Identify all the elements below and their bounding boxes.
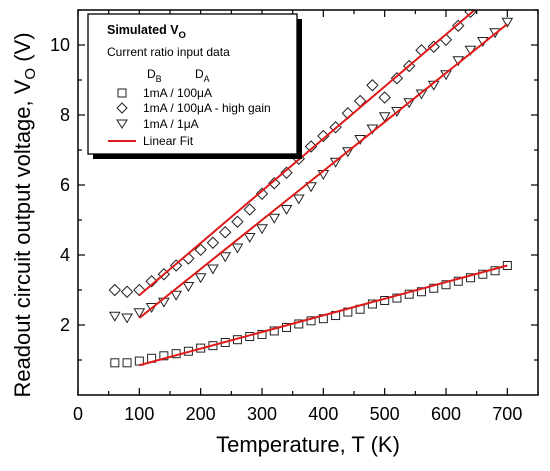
- data-point-diamond: [231, 215, 244, 228]
- svg-text:Readout circuit output voltage: Readout circuit output voltage, VO (V): [10, 32, 39, 397]
- data-point-diamond: [317, 129, 330, 143]
- y-axis-title-unit: (V): [10, 32, 35, 67]
- data-point-triangle: [378, 112, 391, 123]
- data-point-triangle: [133, 308, 146, 319]
- data-point-square: [269, 326, 279, 336]
- data-point-diamond: [206, 236, 220, 249]
- legend-title-sub: O: [179, 30, 186, 41]
- data-point-diamond: [439, 33, 453, 46]
- data-point-diamond: [378, 91, 391, 104]
- data-point-triangle: [280, 205, 293, 215]
- x-tick-label: 600: [431, 404, 461, 424]
- data-point-diamond: [268, 177, 281, 190]
- data-point-diamond: [243, 203, 256, 216]
- data-point-triangle: [501, 17, 514, 28]
- data-point-diamond: [194, 243, 207, 256]
- legend-marker-diamond: [116, 102, 128, 114]
- legend-box: [87, 13, 298, 155]
- data-point-diamond: [255, 187, 269, 200]
- y-tick-label: 4: [60, 245, 70, 265]
- svg-text:Simulated VO: Simulated VO: [107, 23, 186, 41]
- data-point-triangle: [231, 243, 244, 254]
- data-point-diamond: [280, 166, 293, 179]
- y-tick-label: 6: [60, 175, 70, 195]
- data-point-square: [429, 283, 439, 293]
- x-tick-label: 700: [492, 404, 522, 424]
- legend-marker-triangle: [116, 119, 128, 129]
- data-point-square: [257, 329, 267, 339]
- legend-entry-2: 1mA / 100μA - high gain: [143, 101, 271, 115]
- data-point-square: [159, 351, 169, 361]
- data-point-triangle: [268, 213, 281, 224]
- data-point-square: [466, 273, 476, 283]
- x-tick-label: 500: [370, 404, 400, 424]
- legend-title: Simulated V: [107, 23, 179, 37]
- data-point-diamond: [218, 226, 232, 239]
- data-point-square: [392, 293, 402, 303]
- data-point-diamond: [452, 19, 465, 32]
- data-point-triangle: [108, 311, 121, 322]
- plot-marks: [108, 10, 514, 368]
- legend-subtitle: Current ratio input data: [107, 45, 230, 59]
- legend-col-a: D: [195, 67, 204, 81]
- data-point-diamond: [133, 283, 146, 297]
- y-tick-label: 8: [60, 105, 70, 125]
- data-point-triangle: [243, 233, 256, 243]
- x-tick-label: 200: [186, 404, 216, 424]
- linear-fit-line: [139, 264, 508, 367]
- plot-area: [108, 10, 514, 368]
- legend-entry-1: 1mA / 100μA: [143, 86, 212, 100]
- y-axis-title-sub: O: [22, 68, 39, 80]
- data-point-triangle: [219, 252, 232, 263]
- data-point-diamond: [120, 285, 134, 298]
- linear-fit-line: [138, 10, 477, 297]
- data-point-diamond: [304, 140, 318, 153]
- legend-entry-4: Linear Fit: [143, 134, 194, 148]
- data-point-square: [441, 280, 451, 290]
- legend-col-b-sub: B: [156, 74, 162, 84]
- svg-text:DA: DA: [195, 67, 210, 84]
- legend-col-a-sub: A: [204, 74, 210, 84]
- legend-entry-3: 1mA / 1μA: [143, 117, 199, 131]
- data-point-triangle: [194, 273, 207, 284]
- x-tick-label: 300: [247, 404, 277, 424]
- axes: 0 100 200 300 400 500 600 700 2 4 6 8 10: [50, 9, 539, 424]
- data-point-diamond: [108, 283, 122, 297]
- data-point-triangle: [121, 313, 133, 324]
- x-tick-label: 400: [308, 404, 338, 424]
- plot-frame: [77, 9, 539, 396]
- legend: Simulated VO Current ratio input data DB…: [87, 13, 302, 159]
- data-point-triangle: [305, 182, 317, 193]
- y-tick-label: 10: [50, 35, 70, 55]
- data-point-triangle: [182, 282, 195, 292]
- data-point-diamond: [390, 72, 404, 85]
- data-point-diamond: [145, 275, 158, 288]
- x-tick-label: 100: [124, 404, 154, 424]
- legend-marker-square: [117, 88, 127, 98]
- data-point-diamond: [427, 40, 440, 53]
- linear-fit-line: [138, 23, 508, 319]
- legend-col-b: D: [147, 67, 156, 81]
- data-point-square: [110, 358, 120, 368]
- svg-text:DB: DB: [147, 67, 162, 84]
- data-point-triangle: [256, 224, 268, 235]
- data-point-triangle: [170, 290, 183, 301]
- y-tick-label: 2: [60, 315, 70, 335]
- x-axis-title: Temperature, T (K): [216, 432, 400, 457]
- data-point-triangle: [207, 264, 219, 275]
- data-point-square: [453, 276, 463, 286]
- y-axis-title-main: Readout circuit output voltage, V: [10, 79, 35, 397]
- y-axis-title: Readout circuit output voltage, VO (V): [10, 32, 39, 397]
- x-tick-label: 0: [73, 404, 83, 424]
- data-point-diamond: [366, 79, 379, 92]
- data-point-square: [122, 358, 132, 368]
- data-point-triangle: [292, 194, 305, 205]
